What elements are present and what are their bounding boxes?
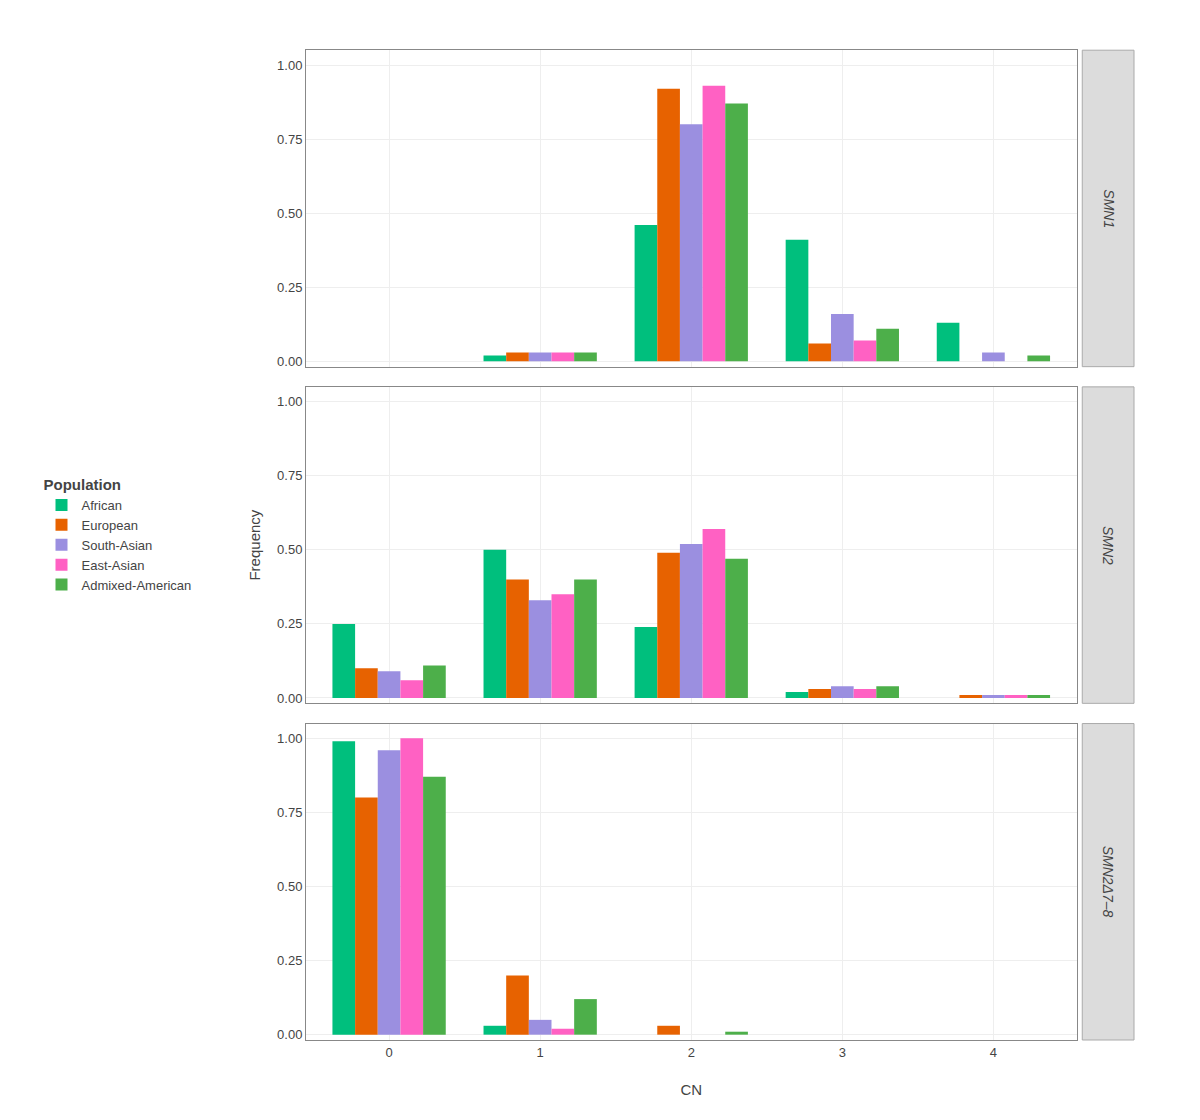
svg-text:3: 3 xyxy=(839,1045,846,1060)
svg-text:4: 4 xyxy=(990,1045,997,1060)
svg-text:0.50: 0.50 xyxy=(277,206,302,221)
svg-text:0.50: 0.50 xyxy=(277,542,302,557)
svg-text:0.00: 0.00 xyxy=(277,354,302,369)
svg-text:2: 2 xyxy=(688,1045,695,1060)
svg-text:0.25: 0.25 xyxy=(277,953,302,968)
svg-text:1.00: 1.00 xyxy=(277,731,302,746)
svg-text:Population: Population xyxy=(44,476,122,493)
svg-text:1.00: 1.00 xyxy=(277,58,302,73)
svg-text:0.00: 0.00 xyxy=(277,1027,302,1042)
svg-text:0: 0 xyxy=(385,1045,392,1060)
svg-text:European: European xyxy=(82,518,138,533)
svg-text:0.75: 0.75 xyxy=(277,132,302,147)
svg-text:0.25: 0.25 xyxy=(277,280,302,295)
svg-text:East-Asian: East-Asian xyxy=(82,558,145,573)
svg-text:0.25: 0.25 xyxy=(277,616,302,631)
svg-text:SMN1: SMN1 xyxy=(1101,189,1117,228)
svg-text:0.00: 0.00 xyxy=(277,691,302,706)
svg-text:SMN2: SMN2 xyxy=(1100,526,1116,565)
svg-text:Admixed-American: Admixed-American xyxy=(82,578,192,593)
svg-text:SMN2Δ7–8: SMN2Δ7–8 xyxy=(1100,846,1116,918)
svg-text:1: 1 xyxy=(537,1045,544,1060)
svg-text:0.75: 0.75 xyxy=(277,468,302,483)
svg-text:1.00: 1.00 xyxy=(277,394,302,409)
svg-text:0.50: 0.50 xyxy=(277,879,302,894)
svg-text:Frequency: Frequency xyxy=(246,509,263,580)
svg-text:African: African xyxy=(82,498,122,513)
svg-text:South-Asian: South-Asian xyxy=(82,538,153,553)
svg-text:CN: CN xyxy=(680,1081,702,1098)
svg-text:0.75: 0.75 xyxy=(277,805,302,820)
